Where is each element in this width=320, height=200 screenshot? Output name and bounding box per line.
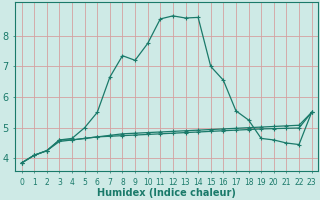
X-axis label: Humidex (Indice chaleur): Humidex (Indice chaleur): [97, 188, 236, 198]
